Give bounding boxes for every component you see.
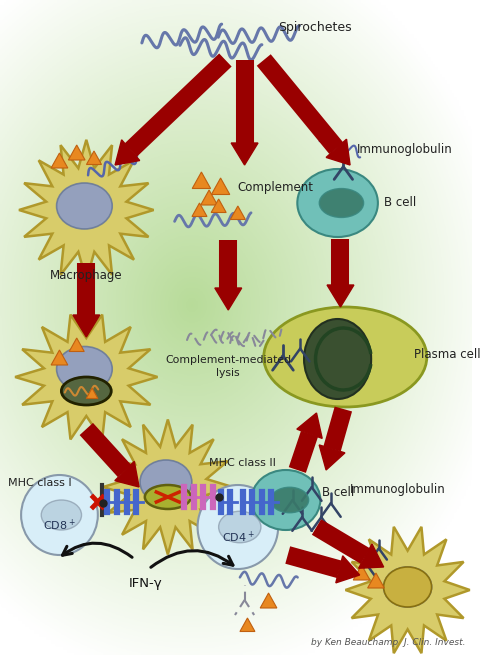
Text: CD4$^+$: CD4$^+$ [221,529,254,545]
Text: MHC class II: MHC class II [209,458,276,468]
Polygon shape [87,151,101,164]
Polygon shape [15,314,157,440]
Polygon shape [319,445,345,470]
Ellipse shape [264,307,427,407]
Polygon shape [260,593,277,608]
Polygon shape [211,199,226,212]
Text: IFN-γ: IFN-γ [129,576,163,590]
Polygon shape [192,203,207,217]
Polygon shape [69,338,84,352]
Circle shape [198,485,278,569]
Polygon shape [326,139,350,165]
Polygon shape [68,145,85,160]
Polygon shape [51,153,68,168]
Text: Macrophage: Macrophage [50,269,123,282]
Text: by Ken Beauchamp  J. Clin. Invest.: by Ken Beauchamp J. Clin. Invest. [310,638,465,647]
Polygon shape [353,565,370,580]
Polygon shape [19,140,154,280]
Ellipse shape [62,377,111,405]
Circle shape [21,475,98,555]
Ellipse shape [251,470,320,530]
Text: Complement: Complement [238,181,314,193]
Ellipse shape [384,567,431,607]
Polygon shape [359,544,384,569]
Text: MHC class I: MHC class I [8,478,71,488]
Polygon shape [215,288,242,310]
Ellipse shape [319,189,364,217]
Polygon shape [86,388,98,398]
Polygon shape [212,178,230,195]
Polygon shape [240,618,255,631]
Ellipse shape [57,346,112,392]
Ellipse shape [304,319,371,399]
Ellipse shape [384,567,431,607]
Text: B cell: B cell [322,487,355,500]
Text: B cell: B cell [384,196,416,210]
Polygon shape [336,556,360,583]
Polygon shape [192,172,211,189]
Ellipse shape [271,487,308,513]
Polygon shape [51,350,68,365]
Polygon shape [231,143,258,165]
Polygon shape [115,140,140,165]
Text: Immunoglobulin: Immunoglobulin [350,483,446,496]
Ellipse shape [218,512,261,543]
Ellipse shape [57,183,112,229]
Polygon shape [115,461,139,487]
Polygon shape [327,285,354,307]
Text: Complement-mediated
lysis: Complement-mediated lysis [165,355,291,378]
Text: CD8$^+$: CD8$^+$ [43,517,76,533]
Polygon shape [345,527,470,653]
Ellipse shape [145,485,191,509]
Ellipse shape [140,460,192,504]
Polygon shape [201,190,217,205]
Polygon shape [73,315,100,337]
Text: Plasma cell: Plasma cell [414,348,481,362]
Polygon shape [297,413,322,438]
Polygon shape [230,206,246,219]
Ellipse shape [41,500,82,530]
Text: Immunoglobulin: Immunoglobulin [357,143,453,157]
Polygon shape [103,419,233,555]
Text: Spirochetes: Spirochetes [278,20,352,33]
Polygon shape [368,573,384,588]
Ellipse shape [297,169,378,237]
